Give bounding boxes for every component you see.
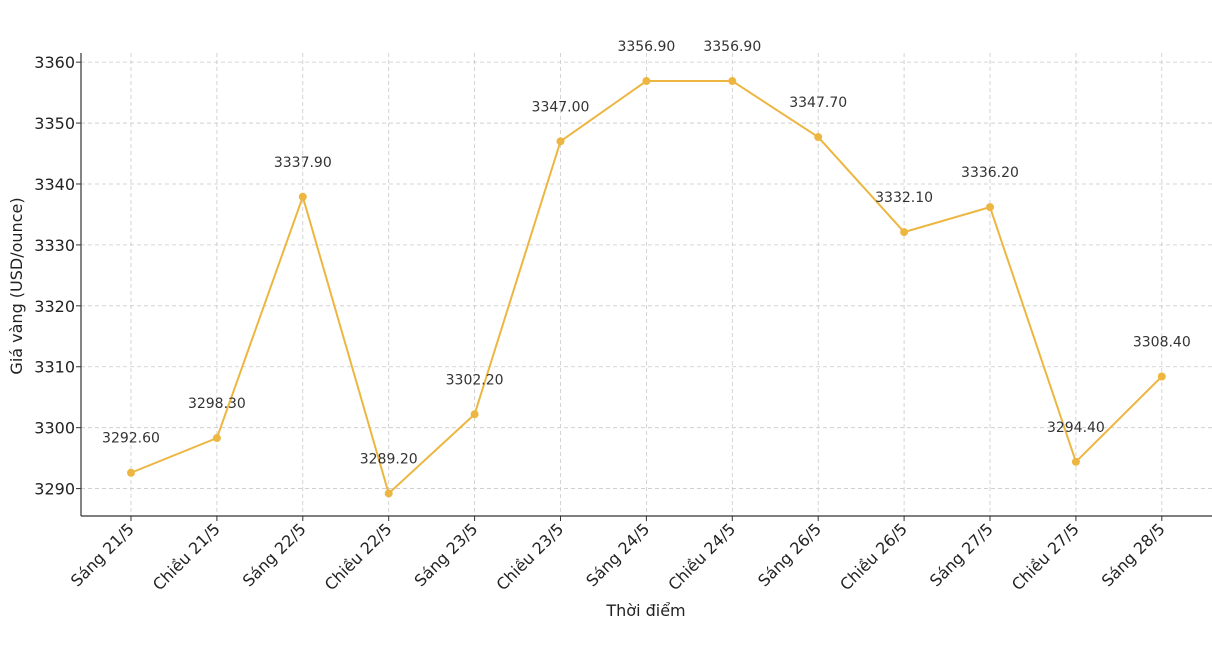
data-point	[814, 133, 823, 142]
data-point	[986, 203, 994, 212]
x-tick-label: Sáng 23/5	[411, 519, 482, 590]
y-tick-label: 3350	[34, 114, 75, 133]
y-tick-label: 3310	[34, 358, 75, 377]
data-label: 3308.40	[1133, 334, 1191, 350]
data-point	[642, 77, 651, 86]
data-point	[212, 434, 221, 443]
data-labels: 3292.60 3298.30 3337.90 3289.20 3302.20 3347.…	[102, 39, 1191, 467]
data-label: 3356.90	[617, 39, 675, 55]
x-axis-title: Thời điểm	[605, 601, 685, 620]
x-tick-label: Chiều 21/5	[149, 519, 224, 594]
data-label: 3347.00	[532, 99, 590, 115]
data-label: 3302.20	[446, 372, 504, 388]
data-point	[298, 192, 307, 201]
data-point	[470, 410, 479, 419]
y-tick-label: 3330	[34, 236, 75, 255]
data-label: 3337.90	[274, 155, 332, 171]
data-point	[1071, 457, 1080, 466]
y-tick-label: 3300	[34, 419, 75, 438]
data-point	[1157, 372, 1166, 381]
y-tick-label: 3320	[34, 297, 75, 316]
data-point	[384, 489, 393, 498]
grid	[81, 53, 1212, 516]
y-axis-title: Giá vàng (USD/ounce)	[7, 197, 26, 374]
x-tick-label: Sáng 21/5	[67, 519, 138, 590]
data-label: 3347.70	[789, 95, 847, 111]
data-label: 3356.90	[703, 39, 761, 55]
x-tick-label: Sáng 28/5	[1098, 519, 1169, 590]
x-tick-label: Chiều 26/5	[836, 519, 911, 594]
data-point	[127, 468, 135, 477]
data-label: 3292.60	[102, 431, 160, 447]
x-tick-label: Chiều 22/5	[321, 519, 396, 594]
series	[127, 77, 1166, 498]
x-tick-label: Chiều 27/5	[1008, 519, 1083, 594]
y-tick-label: 3360	[34, 53, 75, 72]
data-label: 3294.40	[1047, 420, 1105, 436]
x-tick-label: Sáng 26/5	[754, 519, 825, 590]
y-tick-label: 3290	[34, 480, 75, 499]
x-tick-label: Chiều 23/5	[493, 519, 568, 594]
y-tick-label: 3340	[34, 175, 75, 194]
data-label: 3289.20	[360, 451, 418, 467]
data-label: 3332.10	[875, 190, 933, 206]
x-tick-label: Sáng 27/5	[926, 519, 997, 590]
x-ticks: Sáng 21/5 Chiều 21/5 Sáng 22/5 Chiều 22/5 Sá…	[67, 516, 1169, 594]
data-label: 3298.30	[188, 396, 246, 412]
data-point	[900, 228, 909, 237]
x-tick-label: Chiều 24/5	[664, 519, 739, 594]
data-point	[556, 137, 565, 146]
y-ticks: 3290 3300 3310 3320 3330 3340 3350 3360	[34, 53, 81, 499]
data-point	[728, 77, 737, 86]
x-tick-label: Sáng 22/5	[239, 519, 310, 590]
data-label: 3336.20	[961, 165, 1019, 181]
x-tick-label: Sáng 24/5	[582, 519, 653, 590]
